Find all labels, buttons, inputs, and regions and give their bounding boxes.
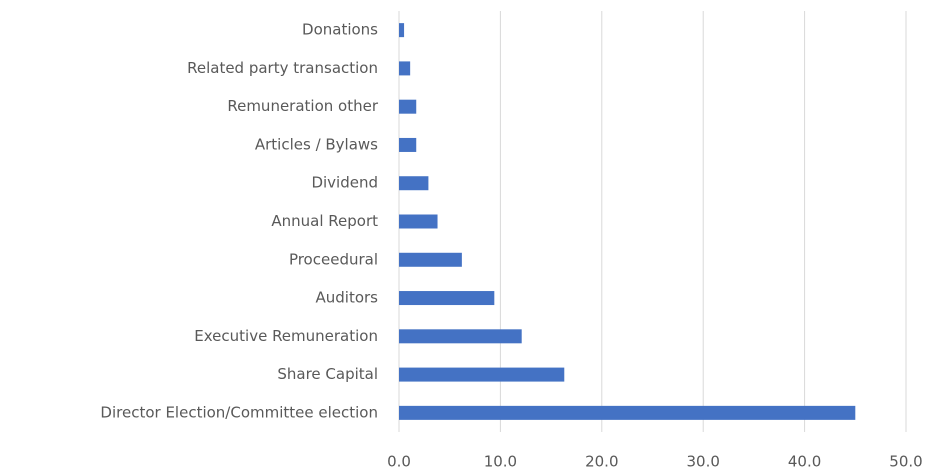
y-tick-label: Articles / Bylaws xyxy=(255,135,378,153)
bar xyxy=(399,99,417,114)
bar xyxy=(399,23,405,38)
bar xyxy=(399,291,495,306)
y-tick-label: Related party transaction xyxy=(187,59,378,77)
y-tick-label: Dividend xyxy=(311,174,378,192)
x-tick-label: 50.0 xyxy=(889,453,922,471)
y-tick-label: Donations xyxy=(302,21,378,39)
bar xyxy=(399,61,411,76)
x-tick-label: 30.0 xyxy=(686,453,719,471)
y-tick-label: Proceedural xyxy=(289,250,378,268)
bar xyxy=(399,329,522,344)
bar xyxy=(399,252,462,267)
bar xyxy=(399,405,856,420)
bar xyxy=(399,176,429,191)
y-tick-label: Auditors xyxy=(316,289,379,307)
x-tick-label: 20.0 xyxy=(585,453,618,471)
y-tick-label: Remuneration other xyxy=(227,97,378,115)
bar xyxy=(399,214,438,229)
x-tick-label: 0.0 xyxy=(387,453,411,471)
bar xyxy=(399,367,565,382)
y-tick-label: Director Election/Committee election xyxy=(100,403,378,421)
y-tick-label: Annual Report xyxy=(271,212,378,230)
x-tick-label: 40.0 xyxy=(788,453,821,471)
x-tick-label: 10.0 xyxy=(484,453,517,471)
bar xyxy=(399,137,417,152)
y-tick-label: Executive Remuneration xyxy=(194,327,378,345)
y-tick-label: Share Capital xyxy=(277,365,378,383)
